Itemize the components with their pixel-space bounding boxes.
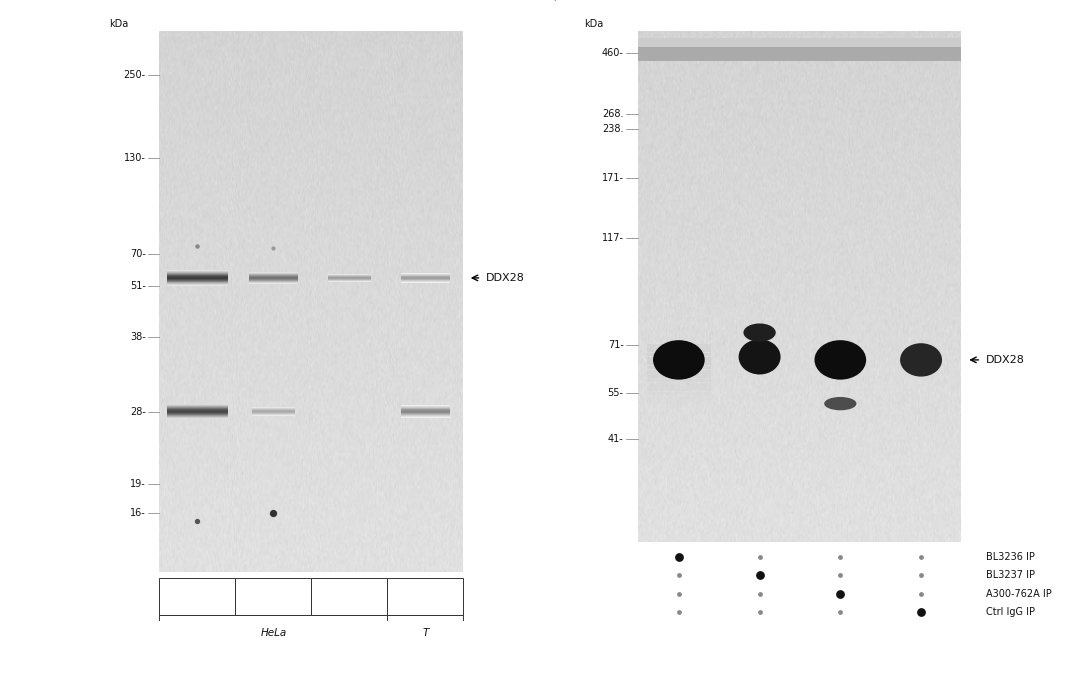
Point: [913, 552, 930, 563]
Bar: [311, 578, 388, 615]
Text: 238.: 238.: [602, 124, 623, 134]
Text: BL3236 IP: BL3236 IP: [986, 552, 1035, 562]
Text: 71-: 71-: [608, 339, 623, 350]
Ellipse shape: [743, 324, 775, 342]
Text: 117-: 117-: [602, 233, 623, 244]
Text: 28-: 28-: [130, 406, 146, 417]
Text: 70-: 70-: [130, 248, 146, 259]
Point: [913, 607, 930, 618]
Text: 5: 5: [346, 592, 353, 602]
Point: [913, 570, 930, 581]
Ellipse shape: [653, 340, 704, 380]
Point: [913, 588, 930, 599]
Bar: [638, 38, 961, 47]
Point: [671, 552, 688, 563]
Text: A300-762A IP: A300-762A IP: [986, 589, 1052, 599]
Text: DDX28: DDX28: [486, 273, 525, 283]
Point: [751, 570, 768, 581]
Bar: [235, 578, 311, 615]
Text: 16-: 16-: [130, 508, 146, 518]
Bar: [160, 615, 388, 651]
Text: 250-: 250-: [124, 70, 146, 79]
Point: [832, 552, 849, 563]
Text: Ctrl IgG IP: Ctrl IgG IP: [986, 607, 1036, 617]
Text: 51-: 51-: [130, 281, 146, 290]
Point: [265, 507, 282, 518]
Point: [751, 607, 768, 618]
Bar: [388, 615, 463, 651]
Point: [832, 607, 849, 618]
Text: A. WB: A. WB: [28, 0, 69, 1]
Point: [265, 242, 282, 253]
Text: 55-: 55-: [608, 388, 623, 398]
Text: BL3237 IP: BL3237 IP: [986, 571, 1036, 580]
Ellipse shape: [824, 397, 856, 411]
Ellipse shape: [814, 340, 866, 380]
Text: kDa: kDa: [584, 19, 604, 29]
Text: 41-: 41-: [608, 434, 623, 444]
Text: 50: 50: [191, 592, 204, 602]
Text: kDa: kDa: [109, 19, 129, 29]
Text: 19-: 19-: [130, 480, 146, 489]
Text: 171-: 171-: [602, 172, 623, 183]
Text: 15: 15: [267, 592, 280, 602]
Point: [751, 552, 768, 563]
Text: HeLa: HeLa: [260, 628, 286, 638]
Bar: [638, 42, 961, 61]
Text: 130-: 130-: [124, 153, 146, 164]
Point: [671, 570, 688, 581]
Text: 50: 50: [419, 592, 432, 602]
Point: [671, 607, 688, 618]
Point: [832, 588, 849, 599]
Point: [671, 588, 688, 599]
Text: DDX28: DDX28: [986, 355, 1025, 365]
Point: [189, 515, 206, 526]
Point: [751, 588, 768, 599]
Bar: [388, 578, 463, 615]
Bar: [160, 578, 235, 615]
Point: [832, 570, 849, 581]
Text: 268.: 268.: [602, 109, 623, 119]
Ellipse shape: [739, 339, 781, 375]
Ellipse shape: [900, 343, 942, 377]
Point: [189, 241, 206, 252]
Text: B. IP/WB: B. IP/WB: [524, 0, 583, 1]
Text: 38-: 38-: [130, 332, 146, 342]
Text: T: T: [422, 628, 429, 638]
Text: 460-: 460-: [602, 48, 623, 58]
